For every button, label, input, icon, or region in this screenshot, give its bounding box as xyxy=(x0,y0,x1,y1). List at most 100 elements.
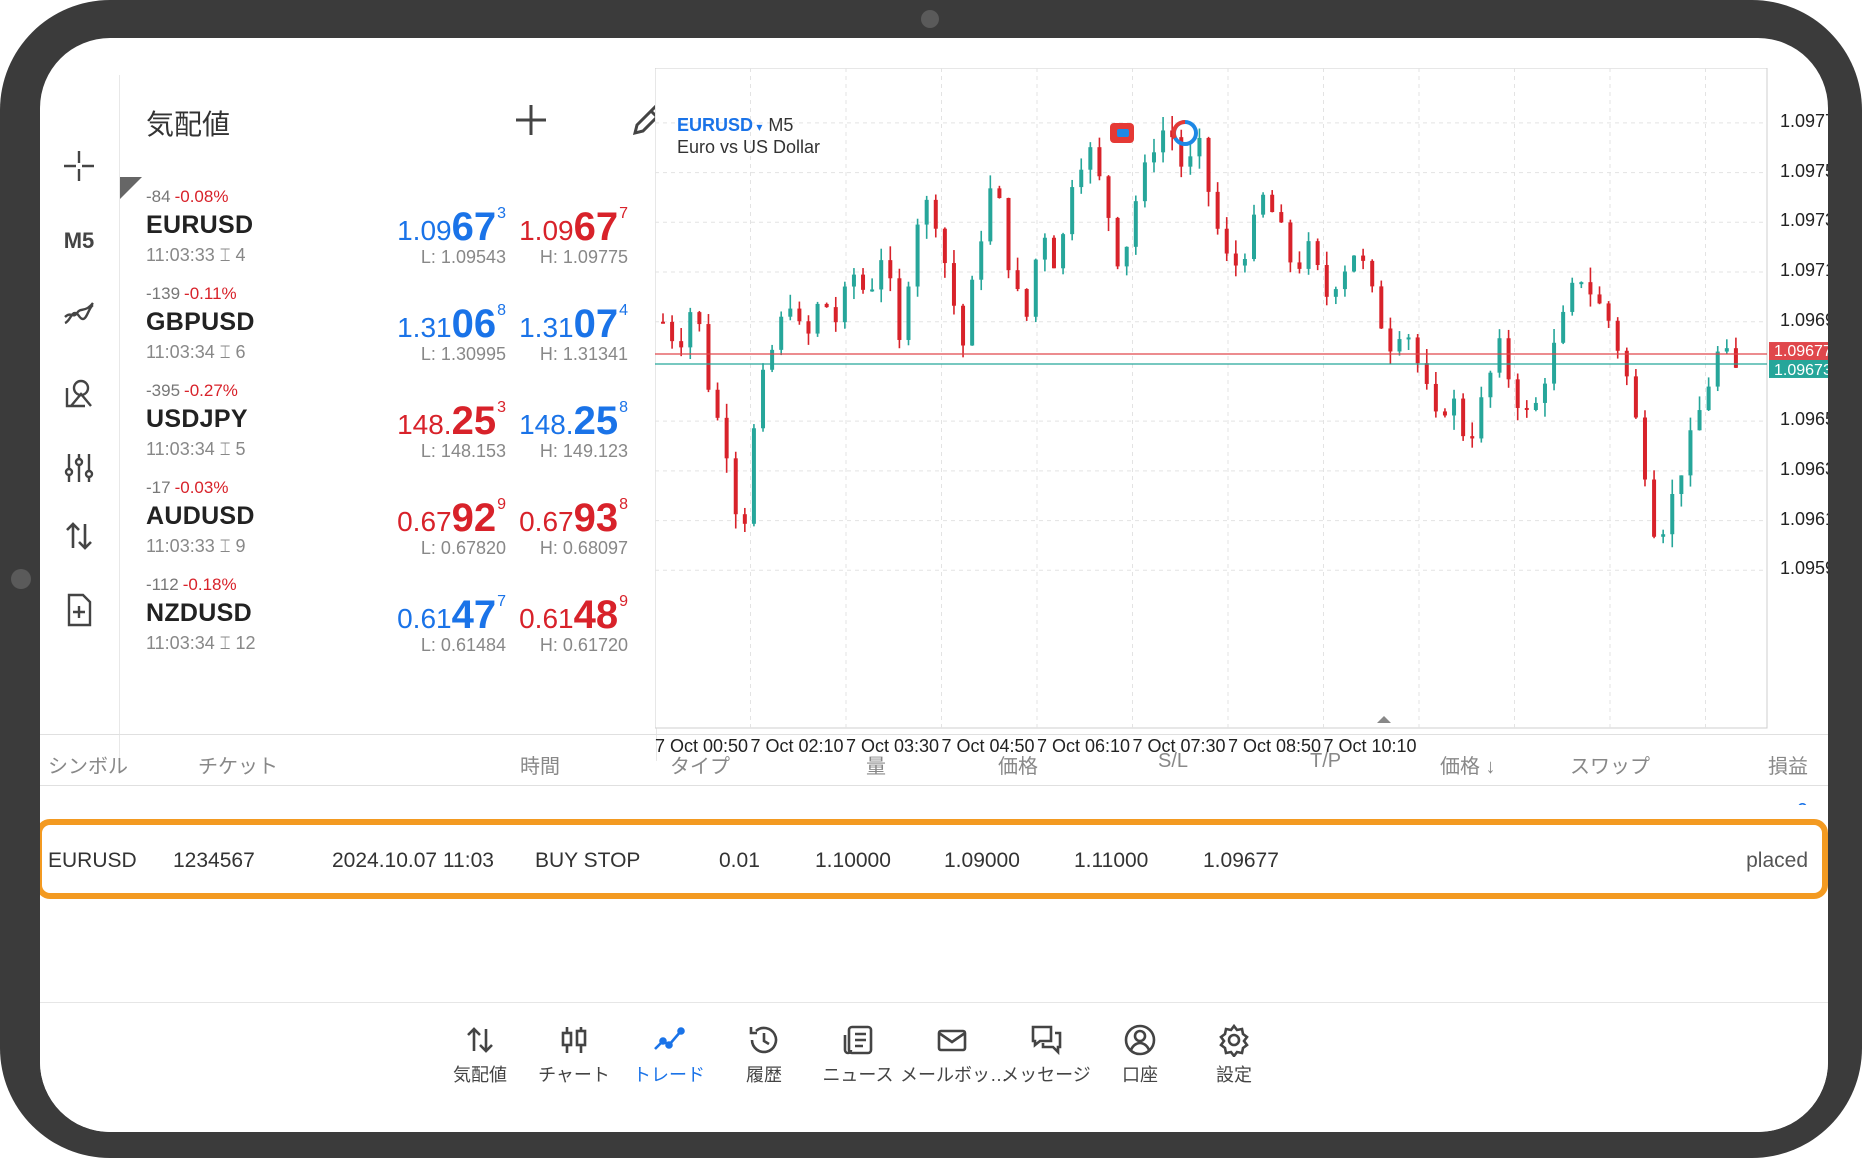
time-axis-label: 7 Oct 04:50 xyxy=(941,736,1035,756)
add-symbol-icon[interactable] xyxy=(510,99,552,141)
trade-arrows-icon[interactable] xyxy=(53,510,105,562)
nav-quotes[interactable]: 気配値 xyxy=(428,1023,532,1087)
objects-icon[interactable] xyxy=(53,368,105,420)
col-tp[interactable]: T/P xyxy=(1310,750,1342,772)
col-swap[interactable]: スワップ xyxy=(1570,756,1650,778)
account-icon xyxy=(1124,1024,1156,1056)
quote-change: -139 -0.11% xyxy=(146,284,237,303)
pending-order-row[interactable]: EURUSD 1234567 2024.10.07 11:03 BUY STOP… xyxy=(40,809,1828,909)
col-current-price[interactable]: 価格 ↓ xyxy=(1440,756,1496,778)
nav-mailbox-label: メールボッ… xyxy=(900,1065,1008,1085)
nav-history[interactable]: 履歴 xyxy=(712,1023,816,1087)
nav-mailbox[interactable]: メールボッ… xyxy=(900,1023,1008,1087)
quote-low: L: 1.30995 xyxy=(420,344,506,364)
candlestick-chart[interactable]: 1.09677 1.09673 xyxy=(655,68,1828,758)
candle-body xyxy=(1533,402,1538,410)
plot-area xyxy=(655,68,1768,729)
col-volume[interactable]: 量 xyxy=(866,756,886,778)
nav-account[interactable]: 口座 xyxy=(1088,1023,1192,1087)
quote-high: H: 1.09775 xyxy=(539,247,628,267)
candle-body xyxy=(742,514,747,524)
candle-body xyxy=(1042,237,1047,260)
price-axis-label: 1.09630 xyxy=(1780,458,1828,479)
order-price: 1.10000 xyxy=(815,849,891,872)
col-time[interactable]: 時間 xyxy=(520,756,560,778)
candle-body xyxy=(842,286,847,323)
quote-change: -84 -0.08% xyxy=(146,187,229,206)
quote-row-nzdusd[interactable]: -112 -0.18% NZDUSD 11:03:34 ⌶ 12 0.61477 0.61… xyxy=(120,565,656,680)
col-ticket[interactable]: チケット xyxy=(198,756,278,778)
time-axis-label: 7 Oct 07:30 xyxy=(1132,736,1226,756)
candle-body xyxy=(733,458,738,515)
candle-body xyxy=(861,274,866,290)
col-profit[interactable]: 損益 xyxy=(1768,756,1808,778)
quote-row-audusd[interactable]: -17 -0.03% AUDUSD 11:03:33 ⌶ 9 0.67929 0.6793… xyxy=(120,468,656,583)
nav-trade[interactable]: トレード xyxy=(617,1023,721,1087)
new-order-icon[interactable] xyxy=(53,584,105,636)
quote-symbol: EURUSD xyxy=(146,211,254,239)
candle-body xyxy=(1415,337,1420,364)
order-volume: 0.01 xyxy=(719,849,760,872)
price-axis-label: 1.09730 xyxy=(1780,210,1828,231)
quote-row-usdjpy[interactable]: -395 -0.27% USDJPY 11:03:34 ⌶ 5 148.253 148.2… xyxy=(120,371,656,486)
quote-change: -112 -0.18% xyxy=(146,575,237,594)
crosshair-icon[interactable] xyxy=(53,140,105,192)
chart-symbol[interactable]: EURUSD ▾ M5 xyxy=(677,115,794,135)
candle-body xyxy=(1315,241,1320,266)
candle-body xyxy=(1342,271,1347,290)
candle-body xyxy=(1570,282,1575,312)
nav-settings[interactable]: 設定 xyxy=(1182,1023,1286,1087)
candle-body xyxy=(951,263,956,306)
time-axis-label: 7 Oct 03:30 xyxy=(846,736,940,756)
candle-body xyxy=(1261,194,1266,215)
candle-body xyxy=(1442,411,1447,416)
candle-body xyxy=(1497,338,1502,373)
candle-body xyxy=(1515,379,1520,408)
candle-body xyxy=(1124,246,1129,267)
candle-body xyxy=(1161,130,1166,153)
indicator-icon[interactable] xyxy=(53,289,105,341)
nav-chart[interactable]: チャート xyxy=(522,1023,626,1087)
col-sl[interactable]: S/L xyxy=(1158,750,1189,772)
row-selection-marker xyxy=(120,177,142,199)
quote-row-eurusd[interactable]: -84 -0.08% EURUSD 11:03:33 ⌶ 4 1.09673 1.0967… xyxy=(120,177,656,292)
nav-trade-label: トレード xyxy=(633,1065,705,1085)
scroll-marker-icon xyxy=(1377,716,1391,723)
candle-body xyxy=(1288,222,1293,263)
candle-body xyxy=(1179,137,1184,167)
candle-body xyxy=(1352,255,1357,272)
edit-pencil-icon[interactable] xyxy=(627,99,657,141)
candle-body xyxy=(924,199,929,225)
quotes-icon xyxy=(467,1027,493,1053)
settings-sliders-icon[interactable] xyxy=(53,442,105,494)
candle-body xyxy=(1206,137,1211,192)
price-axis-label: 1.09710 xyxy=(1780,260,1828,280)
col-price[interactable]: 価格 xyxy=(998,756,1038,778)
quote-row-gbpusd[interactable]: -139 -0.11% GBPUSD 11:03:34 ⌶ 6 1.31068 1.310… xyxy=(120,274,656,389)
col-type[interactable]: タイプ xyxy=(670,756,730,778)
col-symbol[interactable]: シンボル xyxy=(48,756,128,778)
news-icon xyxy=(843,1025,873,1055)
nav-news[interactable]: ニュース xyxy=(806,1023,910,1087)
order-current-price: 1.09677 xyxy=(1203,849,1279,872)
mail-icon xyxy=(937,1029,967,1052)
candle-body xyxy=(1006,198,1011,271)
timeframe-button[interactable]: M5 xyxy=(53,215,105,267)
price-chart[interactable]: 1.09677 1.09673 EURUSD ▾ M5 Euro vs US Dol… xyxy=(655,68,1828,758)
candle-body xyxy=(1070,187,1075,235)
trade-icon xyxy=(654,1027,685,1050)
nav-quotes-label: 気配値 xyxy=(453,1065,507,1085)
messages-icon xyxy=(1031,1025,1062,1056)
candle-body xyxy=(870,289,875,292)
quote-low: L: 1.09543 xyxy=(420,247,506,267)
candle-body xyxy=(697,312,702,325)
chart-description: Euro vs US Dollar xyxy=(677,137,821,157)
order-highlight: EURUSD 1234567 2024.10.07 11:03 BUY STOP… xyxy=(40,819,1828,899)
quote-time: 11:03:33 ⌶ 9 xyxy=(146,536,246,556)
candle-body xyxy=(1633,376,1638,418)
quote-high: H: 0.68097 xyxy=(539,538,628,558)
candle-body xyxy=(1297,262,1302,269)
quote-bid: 1.09673 xyxy=(397,205,506,249)
nav-messages[interactable]: メッセージ xyxy=(994,1023,1098,1087)
candle-body xyxy=(1561,311,1566,343)
